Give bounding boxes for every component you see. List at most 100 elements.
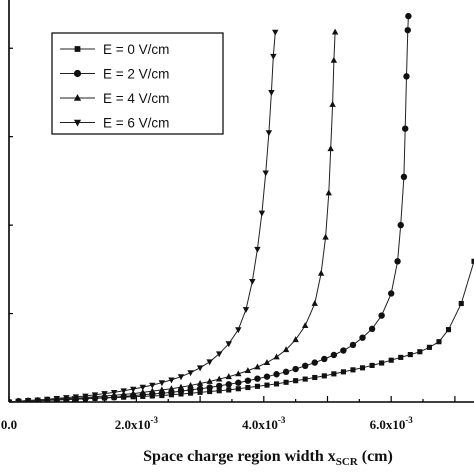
data-point [225, 341, 232, 348]
data-point [149, 382, 156, 389]
data-point [130, 386, 137, 393]
data-point [254, 246, 261, 253]
data-point [268, 90, 275, 96]
data-point [407, 352, 413, 358]
data-point [73, 69, 82, 78]
x-axis-title-subscript: SCR [336, 456, 359, 468]
data-point [158, 380, 166, 387]
x-tick-label: 4.0x10-3 [242, 415, 286, 432]
data-point [235, 327, 242, 334]
data-point [282, 346, 290, 353]
data-point [327, 145, 334, 152]
data-point [63, 395, 70, 402]
data-point [139, 384, 146, 391]
data-point [73, 119, 82, 127]
data-point [340, 369, 346, 375]
data-point [235, 386, 241, 392]
data-point [405, 12, 412, 20]
data-point [312, 374, 318, 381]
data-point [273, 371, 280, 378]
data-point [394, 258, 401, 265]
data-point [226, 387, 232, 393]
series-3 [9, 29, 279, 402]
data-point [120, 388, 127, 395]
data-point [177, 374, 185, 381]
data-point [254, 375, 261, 382]
data-point [293, 378, 299, 384]
data-point [262, 170, 269, 177]
data-point [330, 56, 338, 63]
legend: E = 0 V/cm E = 2 V/cm E = 4 V/cm E = 6 V/cm [51, 32, 224, 135]
data-point [331, 28, 339, 35]
data-point [458, 300, 464, 307]
data-point [130, 390, 137, 396]
data-point [245, 384, 251, 391]
data-point [270, 53, 277, 60]
data-point [244, 367, 252, 374]
legend-item: E = 4 V/cm [60, 91, 169, 106]
data-point [331, 371, 337, 377]
data-point [273, 381, 280, 387]
data-point [397, 221, 404, 229]
data-point [177, 387, 185, 395]
data-point [445, 327, 452, 333]
legend-item: E = 0 V/cm [60, 42, 169, 57]
data-point [321, 373, 327, 379]
data-point [196, 365, 204, 372]
data-point [263, 359, 271, 366]
data-point [15, 398, 22, 402]
data-point [244, 377, 252, 384]
data-point [196, 385, 204, 392]
data-point [400, 173, 408, 181]
data-point [359, 334, 366, 341]
data-point [436, 339, 442, 345]
data-point [329, 101, 336, 107]
x-tick-label: 6.0x10-3 [370, 415, 414, 432]
data-point [242, 307, 250, 314]
data-point [235, 379, 242, 386]
data-point [378, 312, 385, 319]
data-point [216, 375, 223, 382]
legend-item: E = 6 V/cm [60, 116, 169, 131]
data-point [34, 397, 41, 402]
data-point [471, 258, 474, 264]
data-point [168, 385, 175, 392]
data-point [139, 388, 146, 395]
data-point [110, 389, 118, 396]
data-point [426, 344, 432, 350]
data-point [301, 362, 309, 370]
data-point [273, 353, 280, 360]
x-tick-labels: 0.0 2.0x10-3 4.0x10-3 6.0x10-3 [1, 415, 413, 432]
series-line [9, 261, 474, 402]
data-point [379, 360, 385, 366]
data-point [206, 377, 213, 384]
x-axis-title: Space charge region width xSCR (cm) [143, 448, 393, 468]
legend-label: E = 4 V/cm [103, 91, 169, 106]
data-point [264, 382, 270, 388]
data-point [53, 395, 60, 402]
data-point [177, 383, 185, 390]
series-layer [9, 12, 474, 402]
data-point [340, 347, 347, 354]
data-point [206, 384, 213, 391]
data-point [44, 396, 51, 402]
data-point [258, 210, 266, 217]
data-point [265, 130, 273, 137]
data-point [9, 399, 13, 402]
data-point [292, 336, 299, 343]
data-point [207, 388, 213, 395]
data-point [187, 370, 194, 377]
data-point [225, 373, 232, 380]
data-point [82, 393, 89, 400]
data-point [254, 363, 261, 370]
data-point [101, 391, 108, 398]
legend-label: E = 2 V/cm [103, 67, 169, 82]
data-point [403, 73, 410, 80]
legend-label: E = 6 V/cm [103, 116, 169, 131]
x-tick-label: 0.0 [1, 417, 17, 432]
data-point [283, 379, 289, 385]
data-point [197, 389, 203, 395]
data-point [73, 94, 82, 101]
series-line [9, 32, 276, 402]
